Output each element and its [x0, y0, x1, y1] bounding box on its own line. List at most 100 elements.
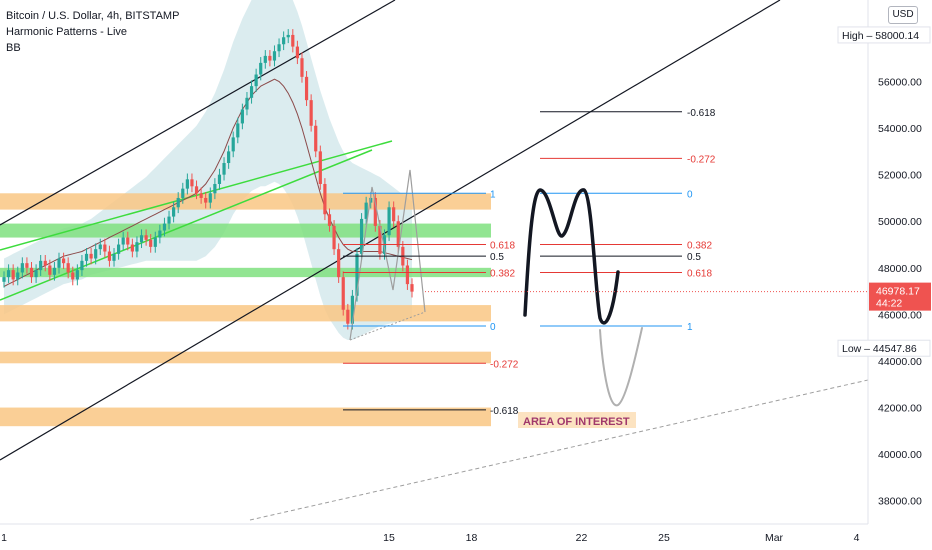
- time-axis: 115182225Mar4811: [0, 523, 932, 550]
- candle-body: [29, 267, 34, 278]
- fib-left-label: 1: [490, 189, 496, 200]
- candle-body: [66, 263, 70, 273]
- candle-body: [387, 207, 391, 236]
- candle-body: [204, 197, 208, 203]
- candlesticks: [2, 29, 426, 341]
- candle-body: [52, 267, 57, 275]
- y-tick-label: 42000.00: [878, 403, 922, 415]
- candle-body: [61, 258, 66, 264]
- candle-body: [71, 272, 75, 280]
- candle-body: [194, 186, 199, 194]
- y-tick-label: 50000.00: [878, 216, 922, 228]
- harmonic-pattern: [349, 169, 426, 341]
- fib-left-label: 0.5: [490, 252, 504, 263]
- candle-body: [355, 253, 359, 296]
- candle-body: [185, 179, 189, 189]
- x-tick-label: 4: [854, 532, 860, 544]
- candle-body: [405, 265, 410, 285]
- candle-body: [89, 253, 93, 259]
- study-harmonic: Harmonic Patterns - Live: [6, 26, 128, 38]
- candle-body: [149, 239, 153, 247]
- candle-body: [236, 123, 240, 138]
- candle-body: [254, 74, 258, 87]
- axis-background: [868, 0, 932, 550]
- y-tick-label: 44000.00: [878, 356, 922, 368]
- fib-right-label: -0.272: [687, 154, 716, 165]
- candle-body: [172, 207, 176, 217]
- bollinger-basis: [3, 78, 413, 287]
- candle-body: [286, 34, 290, 38]
- candle-body: [130, 244, 134, 252]
- x-tick-label: 18: [466, 532, 478, 544]
- x-tick-label: 25: [658, 532, 670, 544]
- candle-body: [314, 125, 318, 152]
- candle-body: [75, 270, 79, 280]
- candle-body: [107, 251, 112, 261]
- y-tick-label: 38000.00: [878, 496, 922, 508]
- candle-body: [249, 86, 254, 98]
- candle-body: [2, 277, 6, 282]
- fib-left-label: -0.618: [490, 406, 519, 417]
- current-price-label: 46978.17: [876, 286, 920, 298]
- candle-body: [103, 244, 107, 252]
- candle-body: [341, 277, 345, 310]
- y-tick-label: 52000.00: [878, 170, 922, 182]
- zone-green-2: [0, 267, 491, 278]
- candle-body: [84, 253, 89, 261]
- fib-right-label: 1: [687, 322, 693, 333]
- fib-left-label: 0.382: [490, 268, 515, 279]
- fib-left-label: 0: [490, 322, 496, 333]
- channel-upper-line[interactable]: [0, 0, 396, 226]
- candle-body: [378, 225, 382, 254]
- candle-body: [167, 216, 171, 224]
- candle-body: [57, 258, 61, 268]
- low-label-box: [837, 339, 931, 357]
- area-of-interest-label: AREA OF INTEREST: [523, 416, 630, 428]
- candle-body: [263, 55, 267, 63]
- candle-body: [304, 76, 309, 101]
- candle-body: [39, 260, 43, 271]
- high-label: High – 58000.14: [842, 30, 919, 42]
- candle-body: [190, 179, 194, 187]
- candle-body: [162, 223, 167, 231]
- candle-body: [158, 230, 162, 238]
- candle-body: [272, 51, 277, 61]
- candle-body: [240, 109, 244, 124]
- candle-body: [359, 218, 364, 254]
- candle-body: [126, 237, 130, 245]
- x-tick-label: 1: [1, 532, 7, 544]
- candle-body: [396, 221, 400, 247]
- candle-body: [213, 183, 217, 194]
- candle-body: [245, 97, 249, 110]
- candle-body: [34, 270, 38, 278]
- bb-basis-line: [3, 78, 413, 287]
- candle-body: [153, 237, 157, 247]
- currency-button[interactable]: USD: [888, 6, 918, 24]
- bollinger-band: [4, 0, 412, 340]
- candle-body: [139, 235, 144, 243]
- green-trend-upper[interactable]: [0, 140, 393, 251]
- candle-body: [295, 46, 299, 59]
- candle-body: [392, 207, 396, 222]
- candle-body: [121, 237, 125, 245]
- candle-body: [318, 151, 322, 184]
- candle-body: [300, 58, 304, 77]
- green-trend-lower[interactable]: [0, 149, 373, 301]
- countdown-label: 44:22: [876, 298, 902, 310]
- candle-body: [20, 263, 24, 273]
- candle-body: [208, 193, 212, 203]
- high-label-box: [837, 26, 931, 44]
- candle-body: [227, 151, 231, 164]
- candle-body: [6, 270, 11, 278]
- candle-body: [369, 197, 373, 203]
- hand-drawn-projection: [599, 327, 643, 407]
- y-tick-label: 56000.00: [878, 77, 922, 89]
- dashed-support-line[interactable]: [249, 379, 869, 521]
- candle-body: [112, 253, 116, 261]
- candle-body: [117, 244, 121, 254]
- chart-legend: Bitcoin / U.S. Dollar, 4h, BITSTAMP Harm…: [6, 8, 179, 56]
- bollinger-fill: [4, 0, 412, 340]
- candle-body: [48, 265, 52, 275]
- zone-orange-4: [0, 351, 491, 364]
